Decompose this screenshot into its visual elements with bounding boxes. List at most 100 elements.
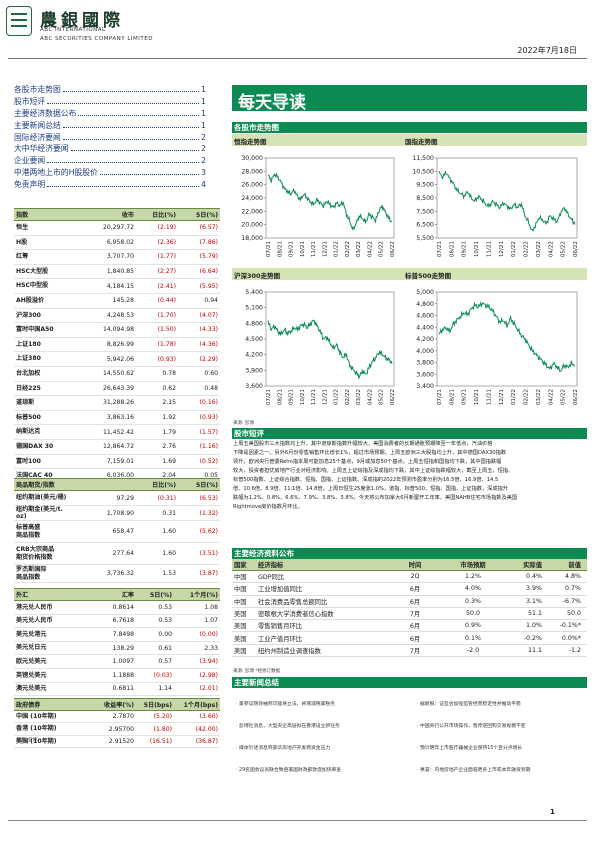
x-tick-label: 12/21 — [322, 241, 328, 258]
chart-title-hsi: 恒指走势图 — [234, 138, 267, 146]
econ-row: 中国 GDP同比 2Q 1.2% 0.4% 4.8% — [232, 571, 587, 584]
table-cell: (16.51) — [149, 737, 172, 745]
footer-divider — [8, 820, 587, 821]
table-cell: (2.27) — [157, 268, 176, 276]
x-tick-label: 02/22 — [345, 241, 351, 257]
news-item[interactable]: · 惠誉：内地房地产企业面临更多上市或本年融资到期 — [417, 768, 531, 773]
table-cell: 0.57 — [158, 658, 172, 666]
toc-item[interactable]: 企业要闻 2 — [14, 155, 206, 167]
y-tick-label: 24,000 — [241, 195, 263, 202]
news-item[interactable]: · 据新报：证监会加强监管经营稳定性并推动平稳 — [417, 702, 521, 707]
toc-item[interactable]: 各股市走势图 1 — [14, 84, 206, 96]
y-tick-label: 3,900 — [245, 367, 263, 374]
x-tick-label: 06/22 — [390, 241, 396, 257]
toc-label: 企业要闻 — [14, 156, 46, 166]
news-item[interactable]: · 中国央行公开市场操作，暂停逆回购交易规模不变 — [417, 724, 526, 729]
news-item[interactable]: · 预计明年上市医疗器械企业保持15个百分点增长 — [417, 746, 523, 751]
table-cell: 0.62 — [162, 384, 176, 392]
x-tick-label: 05/22 — [379, 389, 385, 405]
market-section-header: 股市短评 — [232, 428, 587, 439]
table-row: 上证380 5,942.06 (0.93) (2.29) — [14, 352, 220, 367]
header-cell: 政府债券 — [16, 702, 41, 709]
toc-item[interactable]: 中港两地上市的H股股价 3 — [14, 167, 206, 179]
table-cell: (0.93) — [199, 414, 218, 422]
toc-label: 中港两地上市的H股股价 — [14, 168, 98, 178]
table-cell: 0.78 — [162, 370, 176, 378]
table-cell: 纳斯达克 — [16, 428, 41, 436]
news-item[interactable]: · 美参议院领袖称可能将立法，将增减税美税务 — [236, 702, 335, 707]
table-cell: 红筹 — [16, 253, 29, 261]
econ-cell: 0.1% — [465, 634, 481, 642]
table-cell: 5,942.06 — [106, 355, 134, 363]
table-row: 纽约期油(美元/桶) 97.29 (0.31) (6.53) — [14, 491, 220, 506]
table-cell: 德国DAX 30 — [16, 442, 54, 450]
chart-hsi: 30,000 28,000 26,000 24,000 22,000 20,000 18,0… — [241, 155, 396, 258]
table-cell: 美元兑日元 — [16, 644, 47, 652]
table-cell: (0.16) — [199, 399, 218, 407]
toc-item[interactable]: 主要经济数据公布 1 — [14, 108, 206, 120]
news-item[interactable]: · 媒体引述消息称豪华房地产开发商资金压力 — [236, 746, 331, 751]
table-cell: 4,184.15 — [106, 282, 134, 290]
table-cell: 1.92 — [162, 414, 176, 422]
toc-item[interactable]: 免责声明 4 — [14, 179, 206, 191]
table-cell: 0.94 — [204, 297, 218, 305]
toc-item[interactable]: 大中华经济要闻 2 — [14, 143, 206, 155]
table-cell: 美元兑人民币 — [16, 617, 53, 625]
table-cell: (2.29) — [199, 355, 218, 363]
table-cell: 上证380 — [16, 355, 41, 363]
table-header: 政府债券 收益率(%) 5日(bps) 1个月(bps) — [14, 698, 220, 711]
y-tick-label: 28,000 — [241, 168, 263, 175]
toc-leader — [62, 91, 200, 92]
news-section-header: 主要新闻总结 — [232, 677, 587, 688]
toc-page: 1 — [201, 120, 206, 130]
series-line — [267, 319, 393, 380]
table-cell: 道琼斯 — [16, 399, 35, 407]
table-cell: (2.36) — [157, 238, 176, 246]
table-cell: (4.36) — [199, 341, 218, 349]
news-item[interactable]: · 29名国会议员联合致函美国财政部敦促加快审查 — [236, 768, 342, 773]
report-date: 2022年7月18日 — [517, 46, 577, 55]
table-cell: 1.14 — [158, 685, 172, 693]
toc-item[interactable]: 主要新闻总结 1 — [14, 120, 206, 132]
toc-item[interactable]: 股市短评 1 — [14, 96, 206, 108]
chart-hscei: 11,500 10,500 9,500 8,500 7,500 6,500 5,50007/… — [412, 155, 579, 258]
table-cell: 14,550.62 — [102, 370, 134, 378]
y-tick-label: 7,500 — [416, 208, 434, 215]
table-cell: (1.50) — [157, 326, 176, 334]
toc-item[interactable]: 国际经济要闻 2 — [14, 132, 206, 144]
econ-cell: 美国 — [234, 623, 247, 631]
toc-page: 2 — [201, 132, 206, 142]
x-tick-label: 04/22 — [548, 389, 554, 405]
toc-page: 1 — [201, 96, 206, 106]
econ-cell: -0.2% — [523, 634, 542, 642]
x-tick-label: 09/21 — [462, 241, 468, 258]
table-cell: 1.07 — [204, 617, 218, 625]
table-row: HSC中型股 4,184.15 (2.41) (5.95) — [14, 279, 220, 294]
econ-row: 中国 社会消费品零售总额同比 6月 0.3% 3.1% -6.7% — [232, 596, 587, 608]
table-cell: (3.51) — [199, 550, 218, 557]
econ-table: 国家 经济指标 时间 市场预期 实际值 前值 中国 GDP同比 2Q 1.2% 0.4% 4.8% 中国… — [232, 559, 587, 658]
table-cell: 美国 (10年期) — [16, 737, 57, 745]
y-tick-label: 3,800 — [416, 360, 434, 367]
table-cell: 法国CAC 40 — [16, 472, 53, 480]
chart-title-band-top — [232, 134, 587, 146]
table-cell: 0.48 — [204, 384, 218, 392]
header-cell: 经济指标 — [258, 562, 284, 569]
table-cell: 20,297.72 — [102, 224, 134, 232]
table-cell: (6.53) — [199, 494, 218, 502]
toc-label: 各股市走势图 — [14, 85, 61, 94]
table-row: AH股溢价 145.28 (0.44) 0.94 — [14, 294, 220, 309]
table-header: 外汇 汇率 5日(%) 1个月(%) — [14, 588, 220, 601]
main-title: 每天导读 — [238, 93, 306, 113]
table-cell: 0.53 — [158, 603, 172, 611]
x-tick-label: 09/21 — [289, 389, 295, 406]
chart-title-csi300: 沪深300走势图 — [234, 272, 281, 280]
table-cell: 恒生 — [16, 224, 29, 232]
chart-source: 来源: 彭博 — [233, 421, 254, 426]
econ-cell: 51.1 — [527, 610, 542, 618]
table-row: 欧元兑美元 1.0097 0.57 (3.94) — [14, 655, 220, 669]
econ-cell: 11.1 — [527, 646, 542, 654]
news-item[interactable]: · 彭博社消息，大型央企高层拟在香港设立新任务 — [236, 724, 340, 729]
table-cell: (3.87) — [199, 570, 218, 577]
table-cell: (42.00) — [195, 725, 218, 733]
